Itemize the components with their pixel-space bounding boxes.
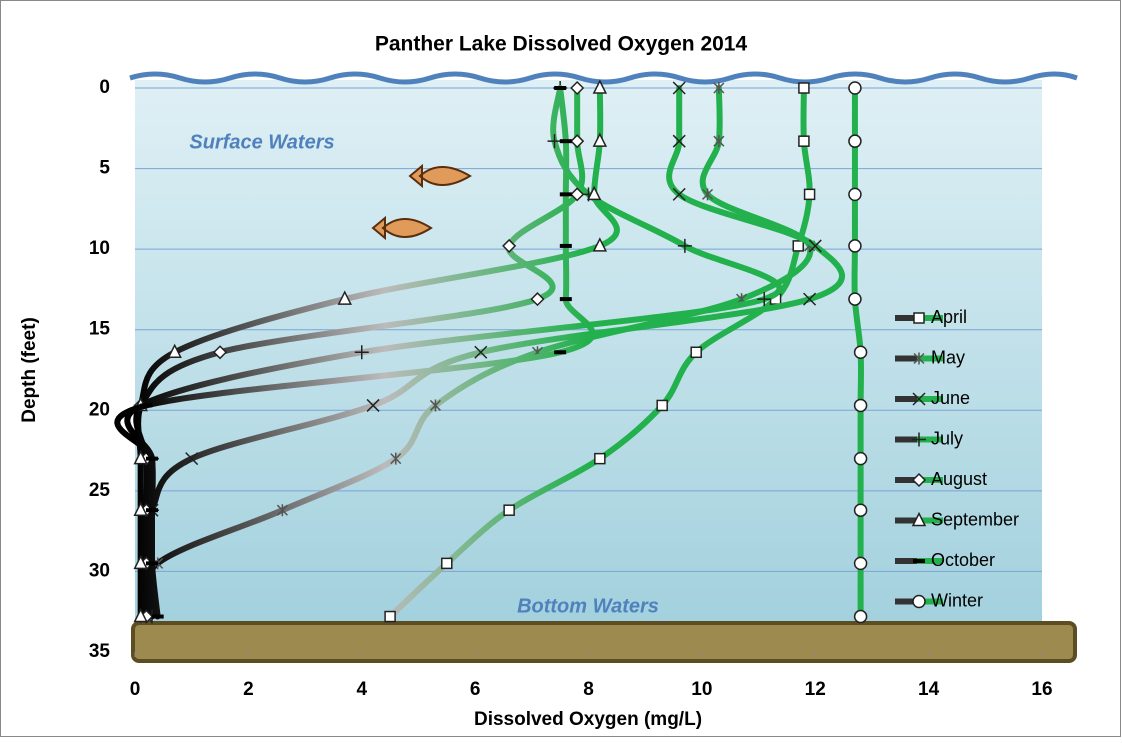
x-tick-label: 16: [1031, 679, 1052, 700]
legend-label: June: [931, 388, 970, 408]
marker: [855, 399, 867, 411]
lake-bottom: [133, 623, 1075, 661]
marker: [849, 188, 861, 200]
marker: [849, 240, 861, 252]
legend-marker: [914, 313, 924, 323]
x-tick-label: 8: [583, 679, 594, 700]
marker: [799, 136, 809, 146]
marker: [595, 454, 605, 464]
x-tick-label: 6: [470, 679, 481, 700]
y-axis-label: Depth (feet): [19, 317, 40, 423]
x-tick-label: 0: [130, 679, 141, 700]
y-tick-label: 15: [89, 319, 111, 340]
x-tick-label: 2: [243, 679, 254, 700]
marker: [442, 558, 452, 568]
y-tick-label: 20: [89, 399, 110, 420]
y-tick-label: 10: [89, 238, 110, 259]
x-tick-label: 12: [805, 679, 826, 700]
y-tick-label: 25: [89, 480, 111, 501]
marker: [805, 189, 815, 199]
marker: [657, 400, 667, 410]
legend-label: Winter: [931, 590, 983, 610]
y-tick-label: 0: [99, 77, 110, 98]
y-tick-label: 30: [89, 560, 110, 581]
x-tick-label: 4: [356, 679, 367, 700]
marker: [385, 612, 395, 622]
marker: [855, 453, 867, 465]
legend-label: May: [931, 347, 965, 367]
marker: [849, 82, 861, 94]
annotation: Bottom Waters: [517, 595, 659, 617]
legend-label: September: [931, 509, 1019, 529]
legend-label: April: [931, 307, 967, 327]
marker: [799, 83, 809, 93]
marker: [504, 505, 514, 515]
marker: [855, 557, 867, 569]
x-axis-label: Dissolved Oxygen (mg/L): [474, 709, 702, 730]
y-tick-label: 35: [89, 641, 111, 662]
chart-title: Panther Lake Dissolved Oxygen 2014: [375, 33, 748, 56]
x-tick-label: 10: [691, 679, 712, 700]
legend-label: August: [931, 469, 987, 489]
chart: Panther Lake Dissolved Oxygen 2014 Disso…: [0, 0, 1122, 738]
y-tick-label: 5: [99, 158, 110, 179]
marker: [849, 293, 861, 305]
marker: [855, 346, 867, 358]
marker: [691, 347, 701, 357]
legend-label: July: [931, 428, 963, 448]
marker: [855, 504, 867, 516]
marker: [855, 611, 867, 623]
x-tick-label: 14: [918, 679, 940, 700]
annotation: Surface Waters: [189, 131, 334, 153]
legend-label: October: [931, 550, 995, 570]
legend-marker: [913, 596, 925, 608]
marker: [793, 241, 803, 251]
marker: [849, 135, 861, 147]
